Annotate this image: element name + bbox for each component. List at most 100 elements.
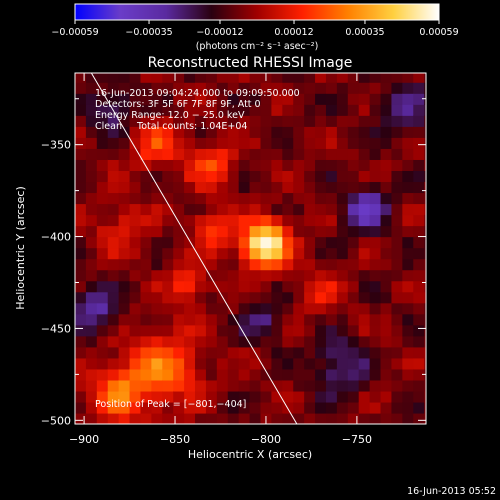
heatmap-cell: [271, 390, 283, 403]
heatmap-cell: [325, 335, 338, 348]
heatmap-cell: [75, 82, 87, 94]
heatmap-cell: [282, 73, 294, 83]
heatmap-cell: [304, 291, 316, 304]
heatmap-cell: [75, 379, 87, 392]
heatmap-cell: [336, 346, 349, 359]
heatmap-cell: [391, 368, 403, 381]
heatmap-cell: [336, 181, 349, 194]
heatmap-cell: [304, 181, 316, 194]
heatmap-cell: [380, 357, 393, 370]
heatmap-cell: [369, 82, 382, 94]
heatmap-cell: [424, 269, 426, 282]
heatmap-cell: [173, 379, 185, 392]
heatmap-cell: [227, 126, 240, 138]
heatmap-cell: [129, 379, 142, 392]
heatmap-cell: [282, 280, 294, 293]
heatmap-cell: [325, 368, 338, 381]
heatmap-cell: [380, 170, 393, 183]
heatmap-cell: [293, 126, 305, 138]
heatmap-cell: [380, 401, 393, 414]
heatmap-cell: [336, 225, 349, 238]
heatmap-cell: [96, 313, 109, 326]
heatmap-cell: [325, 280, 338, 293]
colorbar-tick-label: −0.00059: [51, 27, 98, 38]
heatmap-cell: [75, 225, 87, 238]
heatmap-cell: [118, 412, 131, 424]
heatmap-cell: [413, 247, 425, 260]
heatmap-cell: [325, 82, 338, 94]
heatmap-cell: [293, 73, 305, 83]
heatmap-cell: [315, 181, 327, 194]
heatmap-cell: [173, 236, 185, 249]
heatmap-cell: [369, 115, 382, 127]
heatmap-cell: [96, 203, 109, 216]
heatmap-cell: [358, 82, 371, 94]
heatmap-cell: [402, 192, 414, 205]
heatmap-cell: [173, 302, 185, 315]
heatmap-cell: [227, 192, 240, 205]
heatmap-cell: [347, 214, 360, 227]
heatmap-cell: [227, 291, 240, 304]
heatmap-cell: [184, 368, 196, 381]
heatmap-cell: [424, 126, 426, 138]
heatmap-cell: [260, 291, 273, 304]
heatmap-cell: [347, 401, 360, 414]
heatmap-cell: [325, 302, 338, 315]
heatmap-cell: [195, 192, 207, 205]
heatmap-cell: [271, 335, 283, 348]
heatmap-cell: [358, 247, 371, 260]
colorbar-tick-label: 0.00059: [419, 27, 458, 38]
heatmap-cell: [85, 401, 98, 414]
heatmap-cell: [325, 346, 338, 359]
heatmap-cell: [347, 148, 360, 160]
heatmap-cell: [304, 247, 316, 260]
heatmap-cell: [227, 390, 240, 403]
heatmap-cell: [238, 181, 251, 194]
heatmap-cell: [424, 247, 426, 260]
heatmap-cell: [151, 302, 163, 315]
heatmap-cell: [413, 170, 425, 183]
heatmap-cell: [358, 401, 371, 414]
heatmap-cell: [282, 214, 294, 227]
heatmap-cell: [96, 93, 109, 105]
heatmap-cell: [85, 335, 98, 348]
heatmap-cell: [391, 159, 403, 171]
heatmap-cell: [129, 225, 142, 238]
heatmap-cell: [107, 73, 120, 83]
heatmap-cell: [369, 401, 382, 414]
heatmap-cell: [271, 82, 283, 94]
heatmap-cell: [151, 82, 163, 94]
heatmap-cell: [369, 126, 382, 138]
heatmap-cell: [391, 346, 403, 359]
heatmap-cell: [205, 82, 218, 94]
heatmap-cell: [205, 324, 218, 337]
heatmap-cell: [238, 159, 251, 171]
heatmap-cell: [129, 236, 142, 249]
heatmap-cell: [195, 324, 207, 337]
heatmap-cell: [238, 324, 251, 337]
heatmap-cell: [271, 313, 283, 326]
heatmap-cell: [325, 357, 338, 370]
heatmap-cell: [75, 247, 87, 260]
heatmap-cell: [173, 346, 185, 359]
heatmap-cell: [162, 214, 174, 227]
heatmap-cell: [184, 357, 196, 370]
heatmap-cell: [205, 214, 218, 227]
heatmap-cell: [205, 225, 218, 238]
heatmap-cell: [369, 247, 382, 260]
heatmap-cell: [184, 258, 196, 271]
heatmap-cell: [140, 291, 152, 304]
heatmap-cell: [358, 181, 371, 194]
heatmap-cell: [249, 379, 262, 392]
heatmap-cell: [347, 346, 360, 359]
heatmap-cell: [336, 412, 349, 424]
heatmap-cell: [325, 225, 338, 238]
heatmap-cell: [260, 214, 273, 227]
heatmap-cell: [413, 104, 425, 116]
heatmap-cell: [249, 93, 262, 105]
heatmap-cell: [304, 346, 316, 359]
heatmap-cell: [358, 73, 371, 83]
heatmap-cell: [118, 82, 131, 94]
heatmap-cell: [315, 82, 327, 94]
heatmap-cell: [260, 247, 273, 260]
